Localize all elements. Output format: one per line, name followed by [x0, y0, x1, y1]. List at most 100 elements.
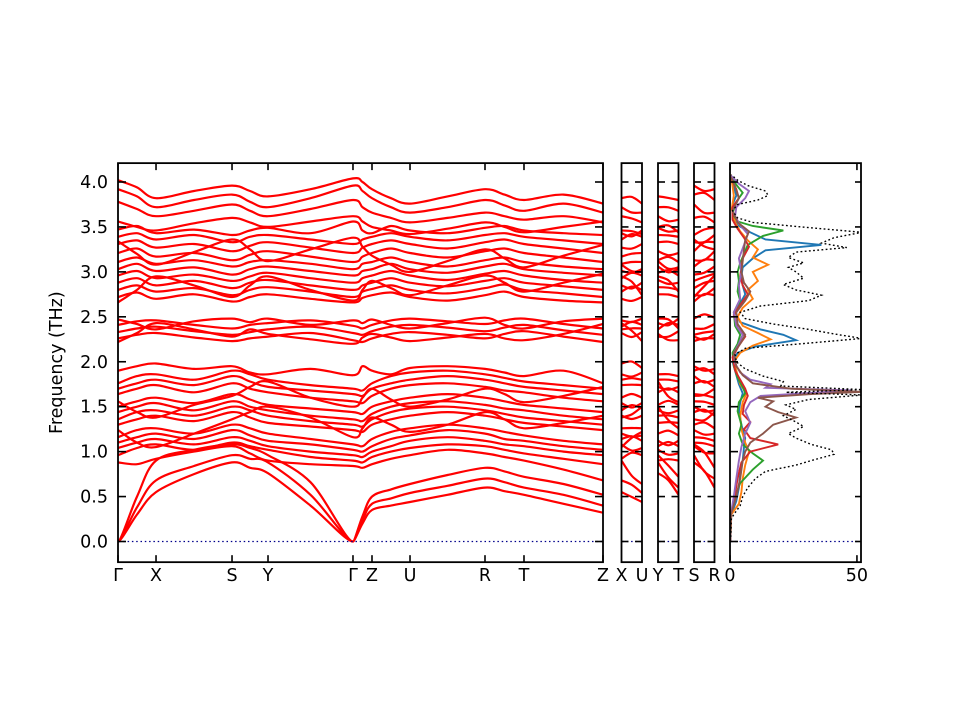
phonon-band: [118, 323, 603, 336]
phonon-band: [694, 250, 715, 262]
kpoint-label: R: [708, 566, 720, 586]
phonon-band: [658, 205, 679, 212]
phonon-band: [621, 491, 642, 503]
kpoint-label: Z: [597, 566, 609, 586]
phonon-band: [621, 260, 642, 265]
phonon-band: [658, 406, 679, 430]
band-lines-main: [118, 177, 603, 543]
phonon-band: [621, 317, 642, 324]
phonon-band: [694, 238, 715, 251]
phonon-band: [118, 369, 603, 392]
phonon-band: [658, 330, 679, 339]
phonon-band: [118, 269, 603, 284]
phonon-band: [621, 195, 642, 205]
phonon-band: [658, 195, 679, 202]
phonon-band: [694, 274, 715, 298]
dos-panel-frame: [729, 162, 862, 564]
phonon-band: [118, 453, 603, 543]
phonon-band: [118, 461, 603, 543]
y-tick-label: 1.0: [80, 443, 108, 463]
main-panel-frame: [117, 162, 604, 564]
phonon-band: [621, 459, 642, 485]
phonon-band: [694, 203, 715, 215]
phonon-band: [694, 226, 715, 236]
phonon-band: [658, 440, 679, 448]
phonon-band: [118, 400, 603, 423]
phonon-band: [658, 414, 679, 419]
phonon-band: [621, 285, 642, 293]
kpoint-label: T: [518, 566, 530, 586]
phonon-band: [694, 337, 715, 343]
phonon-band: [658, 250, 679, 257]
band-lines-side-panel: [621, 195, 642, 503]
phonon-band: [694, 436, 715, 442]
phonon-band: [621, 215, 642, 224]
total-dos: [730, 174, 861, 538]
phonon-band: [658, 278, 679, 286]
phonon-band: [621, 377, 642, 381]
phonon-band: [658, 461, 679, 489]
phonon-band: [118, 392, 603, 416]
phonon-band: [621, 229, 642, 236]
phonon-band: [658, 380, 679, 404]
y-tick-label: 2.0: [80, 353, 108, 373]
phonon-band: [694, 445, 715, 455]
phonon-band: [118, 184, 603, 214]
phonon-band: [118, 232, 603, 246]
dos-curves: [730, 174, 861, 542]
phonon-band: [694, 454, 715, 480]
dos-tick-label: 0: [724, 566, 735, 586]
phonon-band: [621, 206, 642, 215]
phonon-band: [621, 281, 642, 290]
phonon-band: [658, 472, 679, 496]
side-panel-frame: [657, 162, 680, 564]
phonon-band: [621, 479, 642, 494]
phonon-band: [658, 317, 679, 330]
phonon-band: [621, 430, 642, 448]
kpoint-label: R: [479, 566, 491, 586]
phonon-band: [694, 380, 715, 388]
phonon-band: [658, 255, 679, 263]
phonon-band: [118, 177, 603, 205]
projected-dos-brown: [730, 176, 861, 542]
phonon-band: [658, 260, 679, 271]
phonon-band: [694, 405, 715, 413]
y-tick-label: 2.5: [80, 308, 108, 328]
phonon-band: [658, 240, 679, 246]
phonon-band: [621, 232, 642, 241]
phonon-band: [658, 293, 679, 299]
projected-dos-green: [730, 176, 784, 542]
phonon-band: [118, 277, 603, 292]
phonon-band: [621, 275, 642, 296]
kpoint-label: Γ: [113, 566, 123, 586]
y-tick-label: 4.0: [80, 173, 108, 193]
phonon-band: [658, 321, 679, 331]
phonon-band: [658, 429, 679, 437]
y-tick-label: 1.5: [80, 398, 108, 418]
phonon-band: [658, 317, 679, 327]
band-lines-side-panel: [658, 195, 679, 496]
phonon-band: [621, 327, 642, 331]
phonon-band: [694, 332, 715, 341]
phonon-band: [694, 215, 715, 224]
y-tick-label: 3.5: [80, 218, 108, 238]
phonon-band: [118, 382, 603, 405]
phonon-band: [621, 402, 642, 409]
kpoint-label: X: [150, 566, 162, 586]
y-tick-label: 3.0: [80, 263, 108, 283]
phonon-band: [118, 330, 603, 344]
phonon-band: [621, 331, 642, 339]
phonon-band: [118, 290, 603, 304]
kpoint-label: S: [688, 566, 699, 586]
dos-tick-label: 50: [846, 566, 868, 586]
phonon-band: [658, 215, 679, 223]
phonon-band: [694, 184, 715, 193]
phonon-band: [621, 371, 642, 378]
phonon-band: [118, 380, 603, 419]
phonon-band: [658, 372, 679, 378]
phonon-band: [118, 405, 603, 428]
phonon-band: [118, 445, 603, 482]
side-panel-frame: [693, 162, 716, 564]
phonon-band: [118, 410, 603, 434]
